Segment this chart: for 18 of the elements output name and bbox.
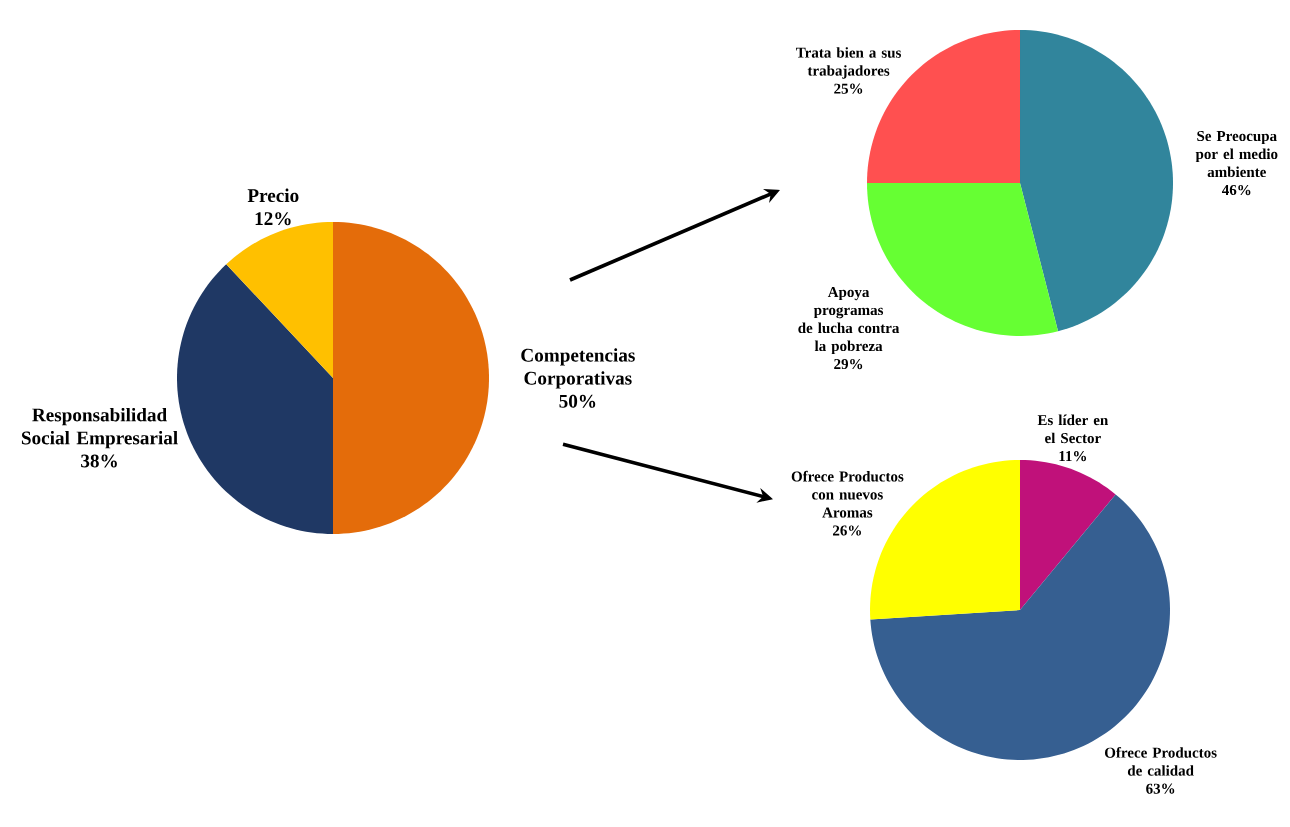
data-label: 29% — [834, 358, 863, 370]
slice-label: Responsabilidad Social Empresarial — [21, 407, 178, 449]
slice-label: Ofrece Productos de calidad — [1104, 747, 1217, 776]
slice-label: Precio — [247, 188, 299, 203]
slice-label: Se Preocupa por el medio ambiente — [1195, 130, 1278, 178]
slice-label: Ofrece Productos con nuevos Aromas — [791, 470, 904, 518]
data-label: 46% — [1221, 184, 1251, 196]
data-label: 12% — [255, 212, 291, 226]
slice-label: Trata bien a sus trabajadores — [796, 47, 901, 79]
slice-label: Apoya programas de lucha contra la pobreza — [798, 287, 900, 355]
slice-label: Es líder en el Sector — [1037, 414, 1109, 444]
data-label: 26% — [833, 525, 861, 536]
data-label: 11% — [1059, 451, 1087, 462]
data-label: 38% — [81, 454, 117, 468]
data-label: 25% — [834, 83, 863, 94]
data-label: 50% — [559, 394, 596, 408]
data-label: 63% — [1146, 783, 1175, 794]
slice-label: Competencias Corporativas — [521, 348, 635, 389]
